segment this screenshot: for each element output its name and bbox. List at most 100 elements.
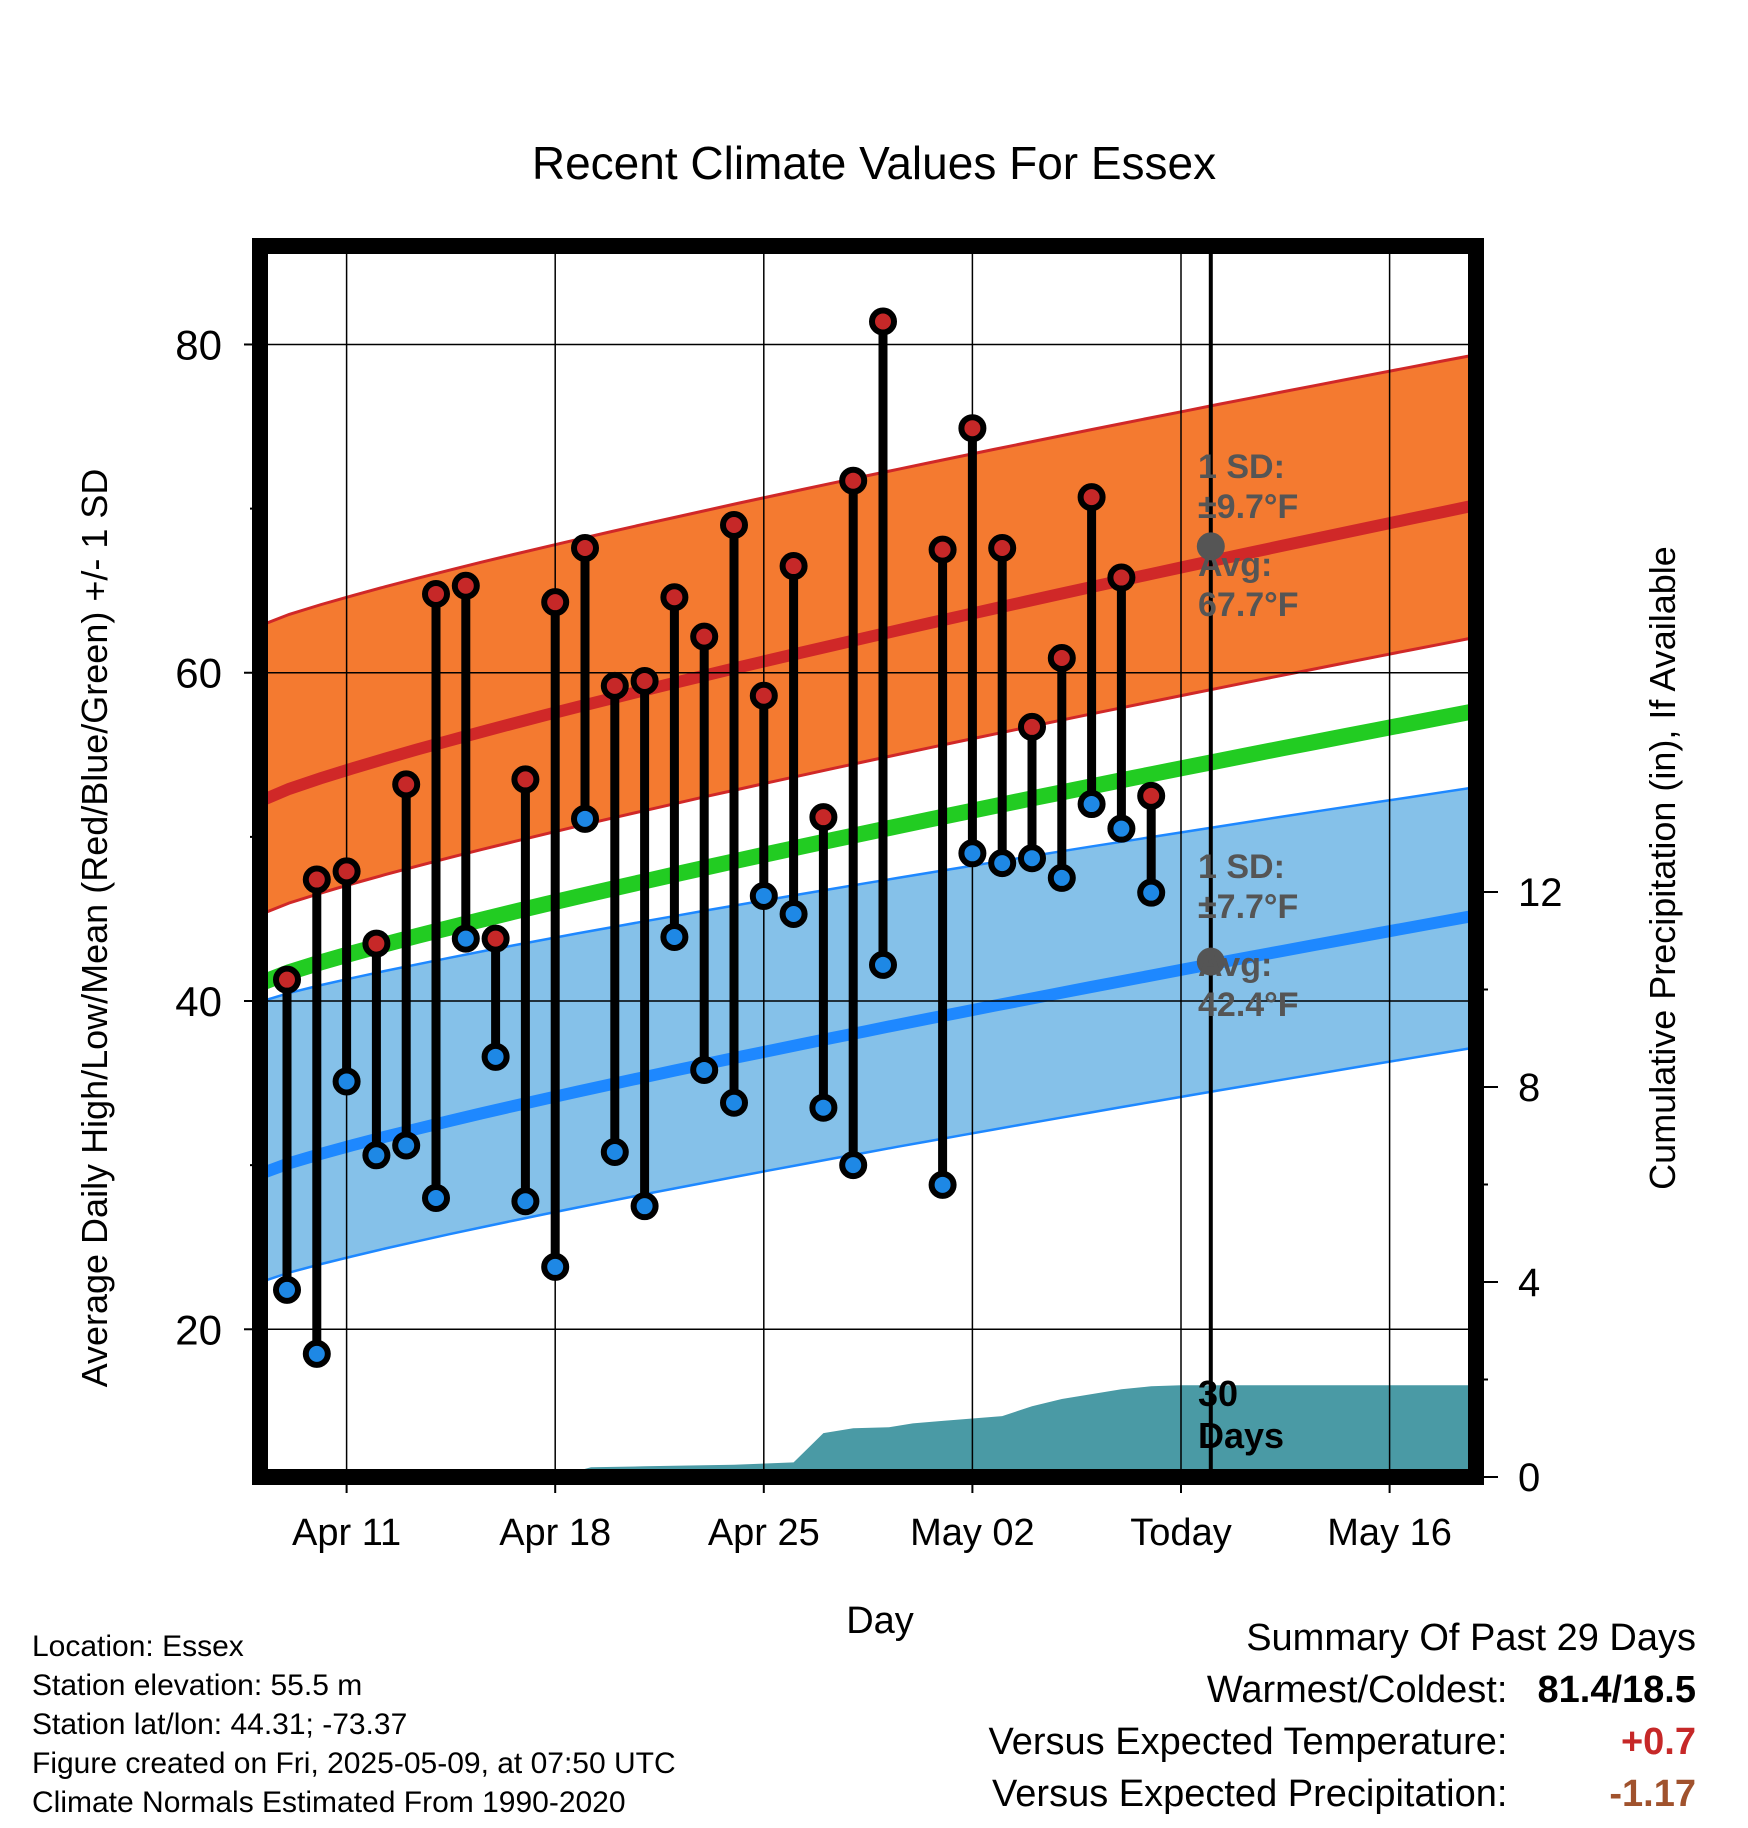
daily-high-point <box>839 466 868 495</box>
daily-low-point <box>839 1151 868 1180</box>
daily-low-point <box>541 1252 570 1281</box>
daily-high-point <box>422 579 450 608</box>
daily-high-point <box>720 511 748 540</box>
high-band-lower-edge <box>260 635 1476 917</box>
temp-anomaly-value: +0.7 <box>1620 1721 1696 1763</box>
daily-high-point <box>1137 781 1166 810</box>
daily-high-point <box>809 803 838 832</box>
high-band-upper-edge <box>260 353 1476 628</box>
normals-text: Climate Normals Estimated From 1990-2020 <box>32 1786 626 1819</box>
precip-area <box>287 1385 1476 1477</box>
low-band-upper-edge <box>260 785 1476 1004</box>
daily-low-point <box>988 849 1017 878</box>
y-tick-label: 40 <box>175 978 222 1025</box>
days-word: Days <box>1198 1415 1284 1456</box>
warmest-value: 81.4/18.5 <box>1537 1669 1696 1711</box>
x-tick-label: Apr 25 <box>708 1512 820 1554</box>
daily-low-point <box>779 900 808 929</box>
daily-low-point <box>1137 878 1166 907</box>
low-sd-label: 1 SD: <box>1198 848 1285 886</box>
high-sd-label: 1 SD: <box>1198 448 1285 486</box>
y2-tick-label: 0 <box>1518 1456 1540 1500</box>
x-tick-label: Today <box>1130 1512 1231 1554</box>
daily-high-point <box>1047 643 1076 672</box>
station-metadata: Location: Essex Station elevation: 55.5 … <box>32 1627 676 1822</box>
low-sd-value: ±7.7°F <box>1198 888 1298 926</box>
low-avg-value: 42.4°F <box>1198 986 1299 1024</box>
daily-low-point <box>749 881 778 910</box>
daily-high-point <box>928 535 957 564</box>
daily-high-point <box>302 865 331 894</box>
high-avg-value: 67.7°F <box>1198 586 1299 624</box>
daily-high-point <box>392 770 421 799</box>
daily-low-point <box>720 1088 748 1117</box>
daily-high-point <box>779 552 808 581</box>
daily-high-point <box>1107 563 1136 592</box>
daily-low-point <box>1107 814 1136 843</box>
precip-anomaly-value: -1.17 <box>1609 1773 1696 1815</box>
daily-low-point <box>1047 863 1076 892</box>
daily-low-point <box>273 1275 301 1304</box>
x-tick-label: Apr 18 <box>499 1512 611 1554</box>
x-axis-label: Day <box>846 1600 914 1642</box>
daily-high-point <box>362 929 391 958</box>
y-tick-label: 80 <box>175 321 222 368</box>
today-high-avg-marker <box>1196 532 1225 561</box>
warmest-label: Warmest/Coldest: <box>1206 1669 1508 1711</box>
high-sd-value: ±9.7°F <box>1198 488 1298 526</box>
summary-panel: Summary Of Past 29 Days Warmest/Coldest:… <box>989 1612 1696 1820</box>
daily-low-point <box>630 1192 659 1221</box>
x-tick-label: May 16 <box>1327 1512 1452 1554</box>
daily-high-point <box>869 307 897 336</box>
y2-tick-label: 4 <box>1518 1261 1540 1305</box>
elevation-text: Station elevation: 55.5 m <box>32 1669 363 1702</box>
y2-tick-label: 8 <box>1518 1066 1540 1110</box>
plot-frame <box>252 238 1484 1485</box>
daily-high-point <box>481 924 510 953</box>
y-tick-label: 60 <box>175 650 222 697</box>
y2-axis-label: Cumulative Precipitation (in), If Availa… <box>1642 546 1683 1190</box>
low-band-lower-edge <box>260 1046 1476 1284</box>
temp-anomaly-label: Versus Expected Temperature: <box>988 1721 1508 1763</box>
daily-high-point <box>988 534 1017 563</box>
daily-low-point <box>958 839 987 868</box>
daily-high-point <box>332 857 361 886</box>
daily-low-point <box>302 1339 331 1368</box>
daily-low-point <box>422 1183 450 1212</box>
high-avg-label: Avg: <box>1198 546 1272 584</box>
daily-low-point <box>660 923 689 952</box>
precip-anomaly-label: Versus Expected Precipitation: <box>992 1773 1508 1815</box>
daily-low-point <box>571 804 599 833</box>
daily-low-point <box>332 1067 361 1096</box>
summary-precip-row: Versus Expected Precipitation: -1.17 <box>989 1768 1696 1820</box>
daily-low-point <box>928 1170 957 1199</box>
daily-low-point <box>809 1093 838 1122</box>
daily-low-point <box>481 1042 510 1071</box>
normal-low-line <box>260 909 1476 1181</box>
daily-low-point <box>690 1055 719 1084</box>
daily-high-point <box>690 622 719 651</box>
daily-low-point <box>511 1187 540 1216</box>
summary-temp-row: Versus Expected Temperature: +0.7 <box>989 1716 1696 1768</box>
daily-high-point <box>749 681 778 710</box>
x-tick-label: Apr 11 <box>292 1512 401 1554</box>
x-tick-label: May 02 <box>910 1512 1035 1554</box>
daily-high-point <box>630 666 659 695</box>
normal-mean-line <box>260 702 1476 993</box>
y2-tick-label: 12 <box>1518 871 1563 915</box>
daily-high-point <box>451 571 480 600</box>
daily-low-point <box>1018 844 1046 873</box>
daily-high-point <box>541 588 570 617</box>
summary-heading: Summary Of Past 29 Days <box>1246 1617 1696 1659</box>
normal-high-line <box>260 498 1476 808</box>
y-tick-label: 20 <box>175 1306 222 1353</box>
daily-high-point <box>1018 712 1046 741</box>
low-avg-label: Avg: <box>1198 946 1272 984</box>
daily-high-point <box>958 414 987 443</box>
chart-title: Recent Climate Values For Essex <box>531 137 1217 189</box>
today-low-avg-marker <box>1196 947 1225 976</box>
summary-warmest-row: Warmest/Coldest: 81.4/18.5 <box>989 1664 1696 1716</box>
daily-high-point <box>571 534 599 563</box>
daily-high-point <box>511 765 540 794</box>
